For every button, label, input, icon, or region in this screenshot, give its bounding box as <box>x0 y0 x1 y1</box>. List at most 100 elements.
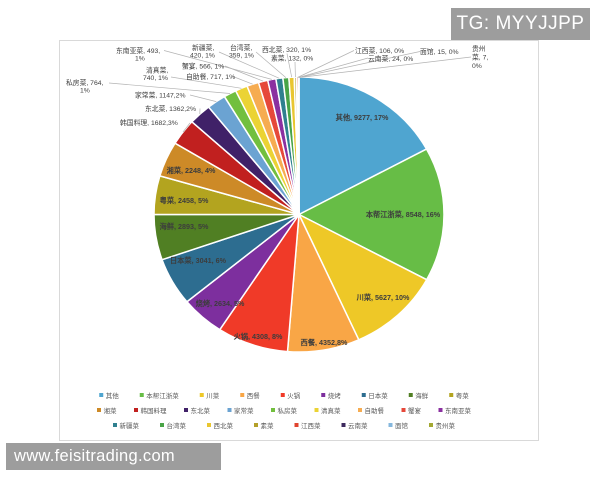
legend-label-东南亚菜: 东南亚菜 <box>445 406 472 415</box>
watermark-telegram: TG: MYYJJPP <box>451 8 590 40</box>
slice-label-其他: 其他, 9277, 17% <box>336 113 389 122</box>
legend-swatch-清真菜 <box>314 408 319 412</box>
leader-line-清真菜 <box>170 76 242 89</box>
leader-line-西北菜 <box>286 53 293 78</box>
legend-swatch-西餐 <box>240 393 245 397</box>
legend-label-素菜: 素菜 <box>261 421 275 430</box>
legend-label-湘菜: 湘菜 <box>104 406 118 415</box>
slice-label-本帮江浙菜: 本帮江浙菜, 8548, 16% <box>366 210 441 219</box>
legend-label-台湾菜: 台湾菜 <box>167 421 187 430</box>
slice-label-自助餐: 自助餐, 717, 1% <box>186 72 235 81</box>
slice-label-私房菜: 私房菜, 764, 1% <box>66 78 104 95</box>
slice-label-川菜: 川菜, 5627, 10% <box>356 293 410 302</box>
legend-swatch-蟹宴 <box>401 408 406 412</box>
legend-swatch-私房菜 <box>271 408 275 412</box>
legend-swatch-日本菜 <box>361 393 366 397</box>
slice-label-日本菜: 日本菜, 3041, 6% <box>170 256 227 265</box>
leader-line-面馆 <box>298 51 421 78</box>
leader-line-私房菜 <box>108 82 231 94</box>
pie-slice-川菜 <box>298 213 428 341</box>
slice-label-湘菜: 湘菜, 2248, 4% <box>167 166 216 175</box>
legend-swatch-素菜 <box>254 423 258 427</box>
slice-label-面馆: 面馆, 15, 0% <box>420 47 459 56</box>
legend-label-私房菜: 私房菜 <box>278 406 298 415</box>
legend-label-清真菜: 清真菜 <box>321 406 341 415</box>
slice-label-家常菜: 家常菜, 1147,2% <box>135 91 186 100</box>
legend-label-自助餐: 自助餐 <box>365 406 385 415</box>
leader-line-台湾菜 <box>255 51 287 78</box>
legend-label-蟹宴: 蟹宴 <box>408 406 422 415</box>
legend-swatch-云南菜 <box>341 423 346 427</box>
legend-swatch-火锅 <box>280 393 285 397</box>
slice-label-素菜: 素菜, 132, 0% <box>271 54 313 63</box>
slice-label-烧烤: 烧烤, 2634, 5% <box>196 299 245 308</box>
slice-label-火锅: 火锅, 4308, 8% <box>234 332 283 341</box>
slice-label-江西菜: 江西菜, 106, 0% <box>355 46 404 55</box>
legend-label-江西菜: 江西菜 <box>301 421 321 430</box>
slice-label-粤菜: 粤菜, 2458, 5% <box>160 196 209 205</box>
legend-label-日本菜: 日本菜 <box>368 391 388 400</box>
leader-line-家常菜 <box>189 94 217 102</box>
legend-swatch-烧烤 <box>321 393 326 397</box>
slice-label-台湾菜: 台湾菜, 359, 1% <box>229 43 254 60</box>
legend-label-西北菜: 西北菜 <box>214 421 234 430</box>
legend-swatch-面馆 <box>388 423 393 427</box>
legend-swatch-本帮江浙菜 <box>139 393 144 397</box>
leader-line-韩国料理 <box>182 122 191 133</box>
legend-label-西餐: 西餐 <box>247 391 261 400</box>
legend-label-东北菜: 东北菜 <box>191 406 211 415</box>
legend-swatch-东南亚菜 <box>438 408 443 412</box>
legend-label-川菜: 川菜 <box>206 391 220 400</box>
legend-swatch-家常菜 <box>227 408 232 412</box>
leader-line-云南菜 <box>298 57 369 78</box>
legend-swatch-海鲜 <box>408 393 413 397</box>
legend-swatch-川菜 <box>199 393 204 397</box>
slice-label-蟹宴: 蟹宴, 566, 1% <box>182 61 224 70</box>
slice-label-海鲜: 海鲜, 2893, 5% <box>160 222 209 231</box>
legend-swatch-其他 <box>99 393 104 397</box>
pie-slice-其他 <box>298 76 428 216</box>
legend-swatch-新疆菜 <box>113 423 117 427</box>
legend-label-云南菜: 云南菜 <box>348 421 368 430</box>
legend-swatch-江西菜 <box>294 423 299 427</box>
legend-label-本帮江浙菜: 本帮江浙菜 <box>146 391 179 400</box>
leader-line-自助餐 <box>232 76 253 85</box>
slice-label-西北菜: 西北菜, 320, 1% <box>262 45 311 54</box>
legend-label-其他: 其他 <box>106 391 120 400</box>
slice-label-新疆菜: 新疆菜, 420, 1% <box>190 43 215 60</box>
legend-swatch-贵州菜 <box>429 423 433 427</box>
leader-line-贵州菜 <box>299 56 472 78</box>
legend-label-烧烤: 烧烤 <box>328 391 342 400</box>
legend-swatch-东北菜 <box>184 408 188 412</box>
legend-swatch-西北菜 <box>207 423 211 427</box>
leader-line-新疆菜 <box>218 51 280 79</box>
watermark-telegram-text: TG: MYYJJPP <box>456 13 585 34</box>
slice-label-西餐: 西餐, 4352,8% <box>301 338 348 347</box>
watermark-website: www.feisitrading.com <box>6 443 221 470</box>
slice-label-东北菜: 东北菜, 1362,2% <box>145 104 196 113</box>
watermark-website-text: www.feisitrading.com <box>14 447 175 465</box>
slice-label-东南亚菜: 东南亚菜, 493, 1% <box>116 46 160 63</box>
legend-swatch-湘菜 <box>97 408 101 412</box>
legend-label-火锅: 火锅 <box>287 391 301 400</box>
legend-label-海鲜: 海鲜 <box>415 391 429 400</box>
legend-label-新疆菜: 新疆菜 <box>120 421 140 430</box>
slice-label-韩国料理: 韩国料理, 1682,3% <box>120 118 178 127</box>
pie-slice-本帮江浙菜 <box>298 148 445 281</box>
legend-label-面馆: 面馆 <box>395 421 409 430</box>
legend-label-贵州菜: 贵州菜 <box>436 421 456 430</box>
legend-swatch-自助餐 <box>358 408 362 412</box>
legend-swatch-粤菜 <box>449 393 454 397</box>
leader-line-江西菜 <box>297 50 355 78</box>
legend-swatch-台湾菜 <box>160 423 164 427</box>
slice-label-云南菜: 云南菜, 24, 0% <box>368 54 413 63</box>
chart-frame <box>59 40 539 441</box>
leader-line-东南亚菜 <box>163 50 272 80</box>
legend-label-粤菜: 粤菜 <box>456 391 470 400</box>
legend-label-韩国料理: 韩国料理 <box>141 406 168 415</box>
slice-label-贵州菜: 贵州菜, 7, 0% <box>472 44 488 70</box>
legend-swatch-韩国料理 <box>134 408 138 412</box>
legend-label-家常菜: 家常菜 <box>234 406 254 415</box>
